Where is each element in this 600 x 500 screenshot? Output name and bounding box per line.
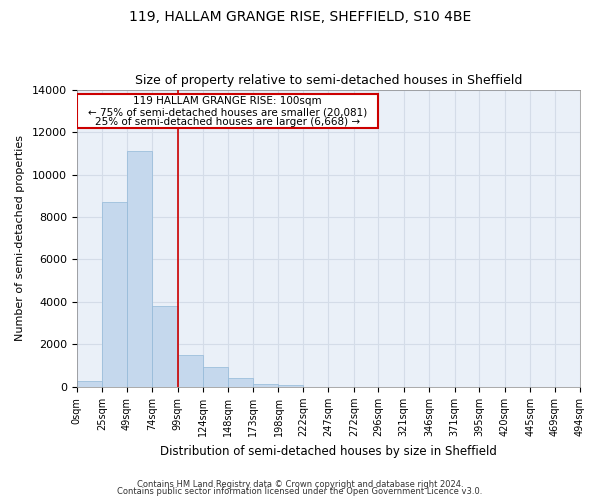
Text: 25% of semi-detached houses are larger (6,668) →: 25% of semi-detached houses are larger (…: [95, 116, 360, 126]
Title: Size of property relative to semi-detached houses in Sheffield: Size of property relative to semi-detach…: [135, 74, 522, 87]
Text: Contains public sector information licensed under the Open Government Licence v3: Contains public sector information licen…: [118, 487, 482, 496]
Bar: [152, 306, 178, 387]
Text: 119 HALLAM GRANGE RISE: 100sqm: 119 HALLAM GRANGE RISE: 100sqm: [133, 96, 322, 106]
Text: Contains HM Land Registry data © Crown copyright and database right 2024.: Contains HM Land Registry data © Crown c…: [137, 480, 463, 489]
Bar: [77, 380, 102, 387]
Bar: [102, 202, 127, 387]
Bar: [203, 367, 227, 387]
Text: ← 75% of semi-detached houses are smaller (20,081): ← 75% of semi-detached houses are smalle…: [88, 108, 367, 118]
Bar: [227, 378, 253, 387]
Y-axis label: Number of semi-detached properties: Number of semi-detached properties: [15, 135, 25, 341]
Text: 119, HALLAM GRANGE RISE, SHEFFIELD, S10 4BE: 119, HALLAM GRANGE RISE, SHEFFIELD, S10 …: [129, 10, 471, 24]
Bar: [127, 151, 152, 387]
Bar: [278, 385, 303, 387]
Bar: [77, 94, 379, 128]
Bar: [178, 355, 203, 387]
X-axis label: Distribution of semi-detached houses by size in Sheffield: Distribution of semi-detached houses by …: [160, 444, 497, 458]
Bar: [253, 384, 278, 387]
